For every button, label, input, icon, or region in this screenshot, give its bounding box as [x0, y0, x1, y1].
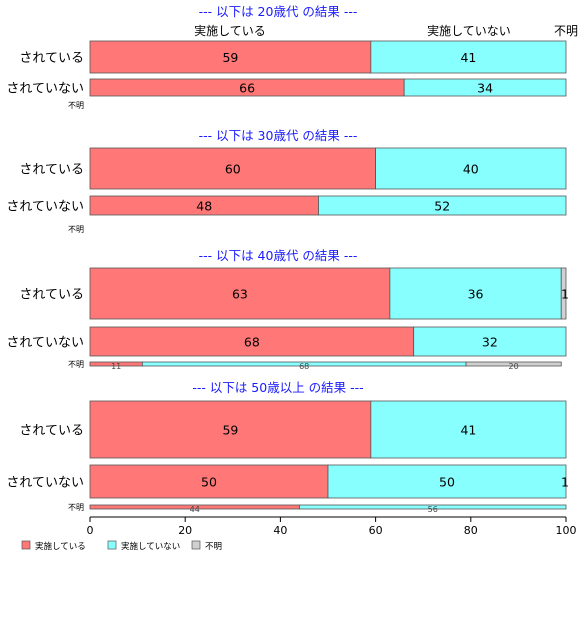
legend-label: 不明: [205, 542, 222, 552]
x-tick-label: 80: [464, 524, 478, 537]
column-header-label: 実施していない: [427, 23, 511, 38]
column-header-label: 実施している: [194, 23, 266, 38]
data-label: 1: [561, 287, 569, 302]
row-label: 不明: [68, 503, 84, 512]
row-label: されていない: [6, 200, 84, 215]
data-label: 36: [468, 287, 484, 302]
x-tick-label: 0: [87, 524, 94, 537]
data-label: 66: [239, 81, 255, 96]
panel-title: --- 以下は 30歳代 の結果 ---: [199, 128, 358, 143]
bar-segment: [318, 195, 567, 216]
bar-segment: [560, 267, 567, 320]
data-label: 41: [460, 50, 476, 65]
panel-title: --- 以下は 50歳以上 の結果 ---: [192, 380, 363, 395]
data-label: 34: [477, 81, 493, 96]
bar-segment: [465, 361, 562, 367]
row-label: されている: [19, 163, 84, 178]
bar-segment: [403, 78, 567, 97]
row-label: 不明: [68, 101, 84, 110]
bar-segment: [89, 464, 329, 499]
data-label: 40: [463, 162, 479, 177]
data-label: 32: [482, 335, 498, 350]
data-label: 1: [561, 475, 569, 490]
bar-segment: [375, 147, 567, 190]
legend-swatch: [107, 540, 117, 550]
bar-segment: [327, 464, 567, 499]
bar-segment: [89, 400, 372, 459]
data-label: 20: [509, 362, 519, 371]
bar-segment: [89, 326, 415, 357]
data-label: 68: [244, 335, 260, 350]
data-label: 44: [190, 505, 200, 514]
row-label: されている: [19, 424, 84, 439]
data-label: 48: [196, 199, 212, 214]
row-label: 不明: [68, 360, 84, 369]
row-label: されていない: [6, 476, 84, 491]
data-label: 50: [439, 475, 455, 490]
x-tick-label: 40: [273, 524, 287, 537]
row-label: されている: [19, 51, 84, 66]
legend-swatch: [21, 540, 31, 550]
data-label: 11: [111, 362, 121, 371]
panel-title: --- 以下は 20歳代 の結果 ---: [199, 4, 358, 19]
data-label: 41: [460, 423, 476, 438]
data-label: 68: [299, 362, 309, 371]
bar-segment: [370, 400, 567, 459]
bar-segment: [299, 504, 567, 510]
bar-segment: [370, 40, 567, 74]
data-label: 59: [222, 50, 238, 65]
x-tick-label: 60: [369, 524, 383, 537]
x-tick-label: 100: [556, 524, 577, 537]
column-header-label: 不明: [554, 24, 578, 38]
data-label: 63: [232, 287, 248, 302]
panel-title: --- 以下は 40歳代 の結果 ---: [199, 248, 358, 263]
row-label: されていない: [6, 82, 84, 97]
legend-swatch: [191, 540, 201, 550]
bar-segment: [413, 326, 567, 357]
bar-segment: [89, 267, 391, 320]
bar-segment: [389, 267, 562, 320]
data-label: 60: [225, 162, 241, 177]
legend-label: 実施していない: [121, 541, 180, 552]
row-label: 不明: [68, 225, 84, 234]
data-label: 52: [434, 199, 450, 214]
row-label: されている: [19, 288, 84, 303]
data-label: 56: [428, 505, 438, 514]
legend-label: 実施している: [35, 541, 86, 552]
row-label: されていない: [6, 336, 84, 351]
data-label: 59: [222, 423, 238, 438]
data-label: 50: [201, 475, 217, 490]
bar-segment: [89, 40, 372, 74]
x-tick-label: 20: [178, 524, 192, 537]
